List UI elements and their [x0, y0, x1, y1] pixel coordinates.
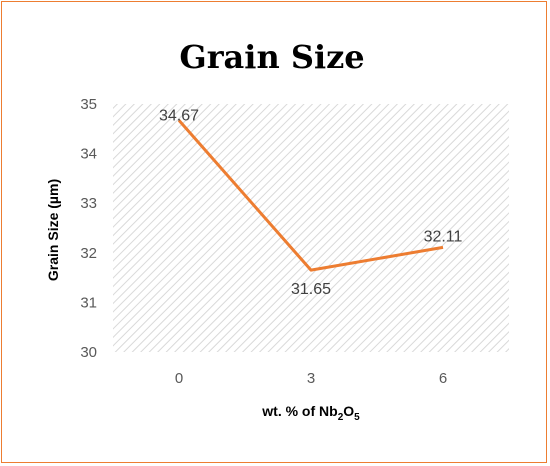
- x-axis-label-sub-1: 2: [338, 412, 344, 423]
- y-tick-label: 32: [80, 245, 97, 262]
- x-axis-label-mid: O: [343, 403, 354, 419]
- x-tick-label: 6: [439, 370, 447, 387]
- plot-area: [113, 104, 509, 352]
- y-axis-ticks: 30 31 32 33 34 35: [80, 96, 97, 361]
- data-label: 31.65: [291, 281, 331, 298]
- y-tick-label: 35: [80, 96, 97, 113]
- data-label: 32.11: [424, 228, 463, 245]
- x-axis-ticks: 0 3 6: [175, 370, 447, 387]
- y-tick-label: 33: [80, 195, 97, 212]
- data-labels: 34.67 31.65 32.11: [159, 107, 463, 298]
- y-tick-label: 30: [80, 344, 97, 361]
- x-axis-label-main: wt. % of Nb: [261, 403, 337, 419]
- y-tick-label: 31: [80, 294, 97, 311]
- x-tick-label: 0: [175, 370, 183, 387]
- series-line: [177, 119, 444, 272]
- x-tick-label: 3: [307, 370, 315, 387]
- data-label: 34.67: [159, 107, 199, 124]
- y-tick-label: 34: [80, 146, 97, 163]
- x-axis-label: wt. % of Nb2O5: [261, 403, 360, 423]
- chart-title: Grain Size: [179, 38, 364, 76]
- y-axis-label: Grain Size (µm): [45, 179, 61, 281]
- x-axis-label-sub-2: 5: [354, 412, 360, 423]
